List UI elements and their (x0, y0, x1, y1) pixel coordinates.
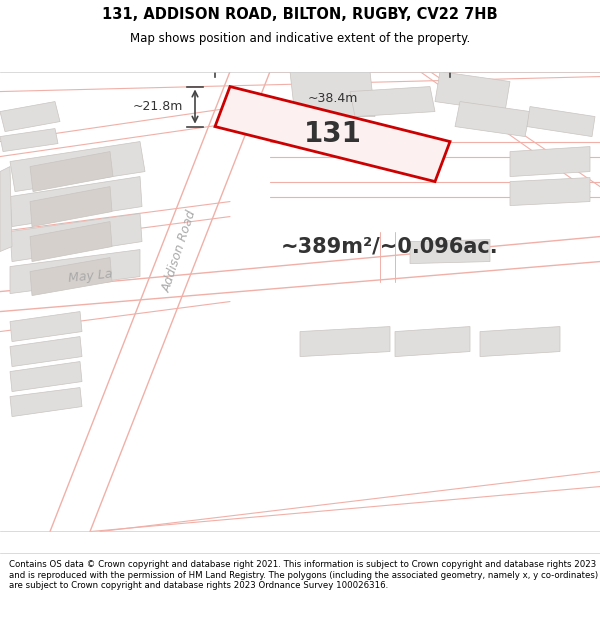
Polygon shape (10, 361, 82, 391)
Polygon shape (10, 249, 140, 294)
Polygon shape (410, 239, 490, 264)
Text: Addison Road: Addison Road (161, 209, 199, 294)
Polygon shape (290, 121, 345, 146)
Polygon shape (290, 71, 375, 116)
Polygon shape (10, 214, 142, 261)
Text: ~389m²/~0.096ac.: ~389m²/~0.096ac. (281, 236, 499, 256)
Polygon shape (455, 101, 530, 136)
Polygon shape (0, 129, 58, 151)
Polygon shape (30, 151, 113, 191)
Polygon shape (510, 177, 590, 206)
Polygon shape (10, 311, 82, 341)
Polygon shape (30, 221, 112, 261)
Polygon shape (300, 326, 390, 356)
Polygon shape (395, 326, 470, 356)
Polygon shape (0, 166, 12, 251)
Polygon shape (10, 336, 82, 366)
Text: May La: May La (67, 268, 113, 286)
Polygon shape (30, 186, 112, 226)
Polygon shape (10, 141, 145, 191)
Polygon shape (0, 101, 60, 131)
Polygon shape (350, 86, 435, 116)
Polygon shape (30, 258, 112, 296)
Polygon shape (215, 86, 450, 181)
Polygon shape (10, 176, 142, 226)
Polygon shape (480, 326, 560, 356)
Text: 131: 131 (304, 120, 361, 148)
Polygon shape (10, 388, 82, 416)
Polygon shape (435, 71, 510, 111)
Text: ~38.4m: ~38.4m (307, 91, 358, 104)
Polygon shape (527, 106, 595, 136)
Text: Contains OS data © Crown copyright and database right 2021. This information is : Contains OS data © Crown copyright and d… (9, 560, 598, 590)
Polygon shape (510, 146, 590, 176)
Text: Map shows position and indicative extent of the property.: Map shows position and indicative extent… (130, 32, 470, 46)
Text: 131, ADDISON ROAD, BILTON, RUGBY, CV22 7HB: 131, ADDISON ROAD, BILTON, RUGBY, CV22 7… (102, 7, 498, 22)
Text: ~21.8m: ~21.8m (133, 100, 183, 113)
